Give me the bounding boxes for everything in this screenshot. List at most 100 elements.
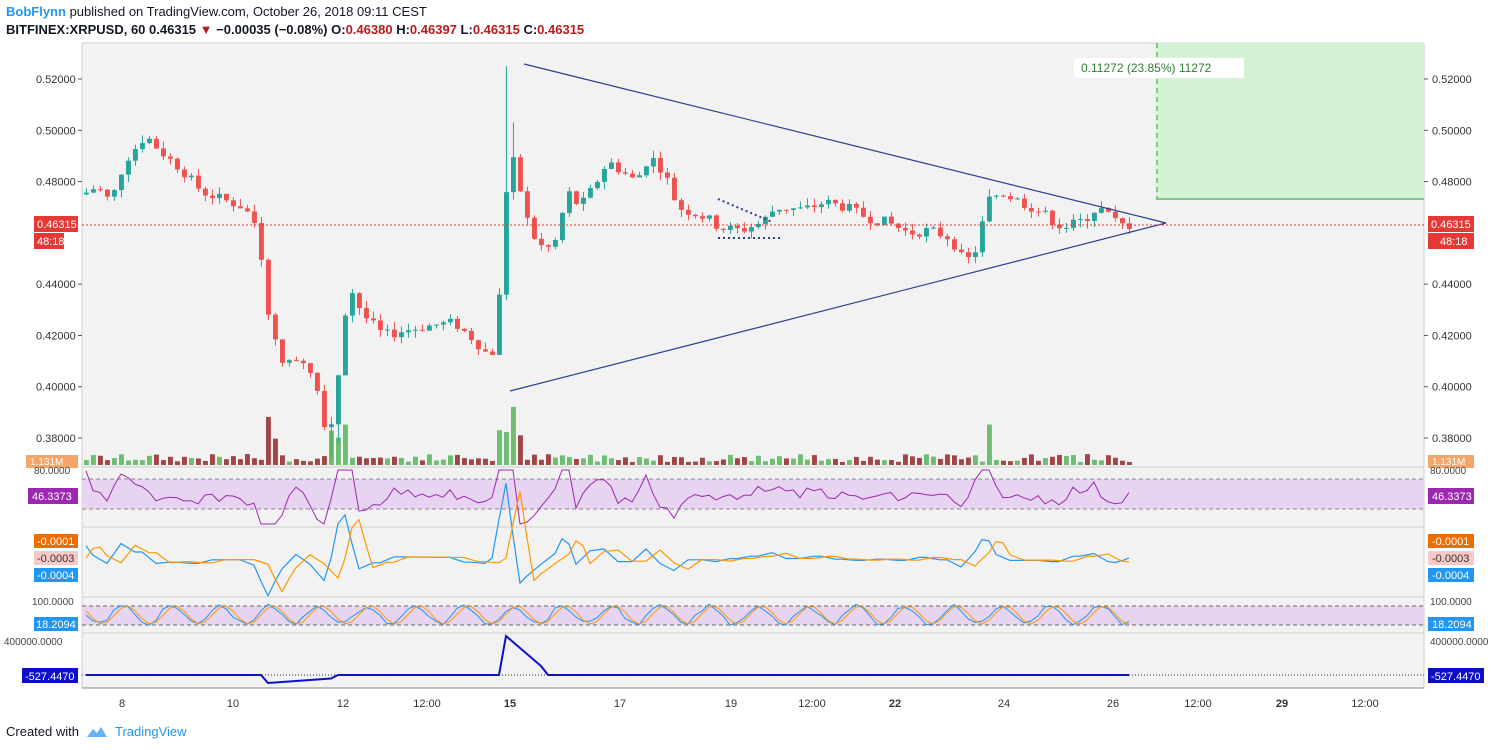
volume-bar (1099, 460, 1104, 465)
candle-body (245, 208, 250, 212)
symbol-info: BITFINEX:XRPUSD, 60 0.46315 ▼ −0.00035 (… (6, 22, 584, 37)
candle-body (644, 166, 649, 176)
volume-bar (532, 454, 537, 465)
candle-body (1043, 210, 1048, 212)
candle-body (1036, 211, 1041, 213)
candle-body (917, 234, 922, 237)
candle-body (581, 197, 586, 204)
candle-body (763, 216, 768, 224)
candle-body (952, 239, 957, 250)
volume-bar (952, 455, 957, 465)
volume-bar (945, 454, 950, 465)
candle-body (693, 214, 698, 217)
volume-bar (882, 460, 887, 465)
volume-bar (392, 456, 397, 465)
obv-level-right: 400000.0000 (1430, 637, 1489, 648)
candle-body (973, 252, 978, 258)
candle-body (182, 169, 187, 178)
volume-bar (252, 458, 257, 465)
volume-bar (1057, 455, 1062, 465)
candle-body (308, 363, 313, 373)
candle-body (595, 181, 600, 189)
candle-body (287, 360, 292, 363)
candle-body (840, 203, 845, 211)
candle-body (784, 209, 789, 211)
time-axis[interactable]: 8 10 12 12:00 15 17 19 12:00 22 24 26 12:00 29 12:00 (119, 698, 1379, 710)
macd-value-1-right: -0.0001 (1432, 536, 1469, 548)
candle-body (728, 225, 733, 230)
candle-body (203, 188, 208, 196)
candle-body (1057, 224, 1062, 229)
volume-bar (637, 457, 642, 465)
volume-bar (1008, 461, 1013, 465)
volume-bar (105, 460, 110, 465)
candle-body (707, 215, 712, 219)
candle-body (315, 372, 320, 391)
candle-body (364, 308, 369, 319)
candle-body (329, 424, 334, 428)
volume-bar (812, 455, 817, 465)
time-tick-label: 12:00 (1184, 698, 1212, 710)
volume-bar (826, 459, 831, 465)
candle-body (483, 349, 488, 352)
candle-body (672, 177, 677, 201)
volume-bar (546, 454, 551, 465)
candle-body (1127, 223, 1132, 229)
candle-body (875, 223, 880, 226)
footer: Created with TradingView (6, 724, 187, 739)
time-tick-label: 12:00 (798, 698, 826, 710)
candle-body (651, 158, 656, 167)
volume-bar (798, 454, 803, 465)
volume-bar (322, 456, 327, 465)
volume-bar (518, 435, 523, 465)
price-axis[interactable]: 0.52000 0.52000 0.50000 0.50000 0.48000 0.480… (36, 74, 1472, 445)
volume-bar (315, 458, 320, 465)
candle-body (1092, 212, 1097, 221)
volume-bar (154, 454, 159, 465)
price-tick-label: 0.48000 (36, 177, 76, 189)
author-name[interactable]: BobFlynn (6, 4, 66, 19)
upper-trendline[interactable] (523, 63, 1167, 224)
candle-body (798, 207, 803, 209)
volume-tag-left: 1.131M (30, 457, 63, 468)
volume-bar (693, 461, 698, 465)
macd-pane[interactable] (81, 526, 1425, 598)
obv-pane[interactable] (81, 632, 1425, 689)
volume-bar (168, 456, 173, 465)
volume-bar (721, 459, 726, 465)
high-label: H: (396, 22, 410, 37)
candle-body (175, 158, 180, 170)
volume-bar (1113, 457, 1118, 465)
candle-body (938, 227, 943, 237)
volume-bar (903, 454, 908, 465)
volume-bar (189, 458, 194, 465)
price-tick-label: 0.52000 (36, 74, 76, 86)
macd-value-2-right: -0.0003 (1432, 553, 1469, 565)
rsi-level-left: 80.0000 (34, 466, 71, 477)
candle-body (1113, 211, 1118, 219)
volume-bar (574, 458, 579, 465)
candle-body (441, 322, 446, 325)
stoch-value-right: 18.2094 (1432, 619, 1472, 631)
candle-body (805, 205, 810, 208)
volume-bar (595, 461, 600, 465)
countdown-tag-left: 48:18 (37, 236, 65, 248)
candle-body (448, 318, 453, 323)
candle-body (350, 293, 355, 316)
volume-bar (630, 461, 635, 465)
candle-body (665, 172, 670, 178)
volume-bar (672, 456, 677, 465)
volume-bar (840, 461, 845, 465)
candle-body (896, 223, 901, 228)
lower-trendline[interactable] (509, 222, 1167, 392)
volume-bar (378, 457, 383, 465)
candle-body (189, 175, 194, 178)
candle-body (658, 158, 663, 173)
volume-bar (182, 456, 187, 465)
volume-bar (896, 461, 901, 465)
candle-body (224, 193, 229, 201)
volume-bar (1036, 460, 1041, 465)
volume-bar (1092, 459, 1097, 465)
tradingview-brand[interactable]: TradingView (114, 724, 187, 739)
